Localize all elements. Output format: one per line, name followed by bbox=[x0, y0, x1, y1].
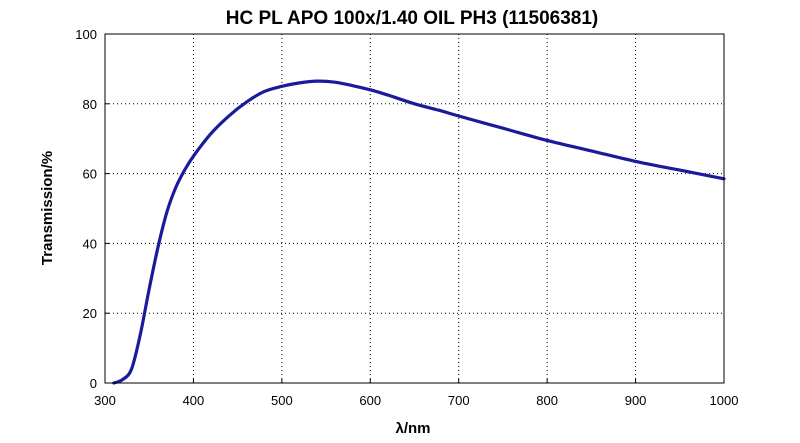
y-tick-label: 80 bbox=[83, 97, 97, 112]
y-tick-label: 0 bbox=[90, 376, 97, 391]
grid bbox=[105, 34, 724, 383]
y-tick-label: 60 bbox=[83, 167, 97, 182]
tick-labels: 300 400 500 600 700 800 900 1000 0 20 40 60 80 100 bbox=[75, 27, 738, 408]
x-tick-label: 700 bbox=[448, 393, 470, 408]
x-tick-label: 600 bbox=[359, 393, 381, 408]
transmission-series-line bbox=[112, 79, 726, 385]
y-tick-label: 20 bbox=[83, 306, 97, 321]
chart-title: HC PL APO 100x/1.40 OIL PH3 (11506381) bbox=[226, 8, 598, 29]
x-axis-label: λ/nm bbox=[395, 420, 430, 437]
x-tick-label: 900 bbox=[625, 393, 647, 408]
y-tick-label: 100 bbox=[75, 27, 97, 42]
y-axis-label: Transmission/% bbox=[39, 151, 56, 265]
x-tick-label: 400 bbox=[183, 393, 205, 408]
y-tick-label: 40 bbox=[83, 236, 97, 251]
x-tick-label: 1000 bbox=[710, 393, 739, 408]
x-tick-label: 800 bbox=[536, 393, 558, 408]
plot-frame bbox=[104, 33, 725, 384]
x-tick-label: 500 bbox=[271, 393, 293, 408]
x-tick-label: 300 bbox=[94, 393, 116, 408]
series-layer bbox=[112, 79, 726, 385]
